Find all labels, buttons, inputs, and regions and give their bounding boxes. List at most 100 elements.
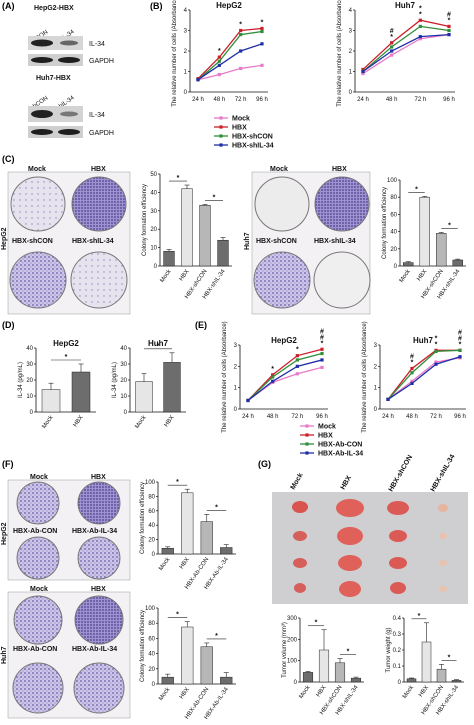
series-line: [247, 352, 323, 401]
legend-marker: [219, 116, 223, 120]
y-tick-label: 60: [148, 636, 155, 642]
y-tick-label: 0: [152, 552, 156, 558]
data-point: [295, 364, 299, 368]
significance-mark: #: [458, 329, 462, 336]
chart-title: Huh7: [413, 336, 434, 345]
y-axis-label: The relative number of cells (Absorbance…: [222, 321, 228, 432]
series-line: [387, 356, 461, 400]
well-label-c8: HBX-shIL-34: [314, 238, 356, 245]
western-blot-hepg2: HepG2-HBX shCON shIL-34 IL-34 GAPDH: [28, 5, 114, 66]
significance-mark: #: [410, 353, 414, 360]
chart-d-hepg2: 0 10 20 30 40 IL-34 (pg/mL) HepG2 Mock HBX *: [18, 339, 96, 430]
bar: [451, 680, 462, 683]
data-point: [217, 63, 221, 67]
x-tick-label: HBX: [179, 687, 191, 701]
tumor-mock-1: [292, 501, 308, 513]
series-line: [362, 33, 450, 75]
x-tick-label: 48 h: [267, 414, 279, 420]
x-tick-label: 72 h: [430, 414, 442, 420]
bar: [406, 678, 417, 683]
x-tick-label: HBX: [73, 415, 85, 429]
x-tick-label: 96 h: [443, 97, 455, 103]
colony-wells-f-huh7: Mock HBX HBX-Ab-CON HBX-Ab-IL-34 Huh7: [1, 586, 131, 719]
well-label-f7: HBX-Ab-CON: [13, 646, 57, 653]
tumor-shcon-3: [389, 557, 407, 569]
data-point: [260, 26, 264, 31]
x-tick-label: 24 h: [192, 97, 204, 103]
data-point: [434, 349, 438, 353]
legend-label: HBX-shIL-34: [232, 143, 274, 150]
tumor-mock-2: [293, 531, 307, 541]
bar: [200, 521, 213, 555]
blot2-strip-gapdh: [28, 126, 83, 138]
data-point: [418, 35, 422, 39]
y-tick-label: 0: [154, 264, 158, 270]
y-axis-label: The relative number of cells (Absorbance…: [362, 321, 368, 432]
y-tick-label: 80: [148, 494, 155, 500]
well-label-f2: HBX: [91, 474, 106, 481]
significance-mark: #: [447, 11, 451, 18]
legend-label: HBX-Ab-IL-34: [318, 451, 363, 458]
bar: [199, 205, 211, 267]
tumor-shcon-1: [387, 501, 409, 515]
data-point: [260, 29, 264, 34]
data-point: [418, 37, 422, 41]
series-line: [197, 30, 263, 81]
well-label-f6: HBX: [91, 586, 106, 593]
x-tick-label: 48 h: [406, 414, 418, 420]
bar: [318, 649, 330, 683]
data-point: [239, 49, 243, 53]
tumor-shcon-2: [389, 530, 407, 542]
series-line: [247, 366, 323, 401]
y-tick-label: 20: [148, 538, 155, 544]
data-point: [410, 366, 414, 371]
band2-gapdh-shcon: [31, 129, 53, 135]
data-point: [386, 397, 390, 401]
panel-label-d: (D): [2, 320, 15, 330]
well-label-c6: HBX: [332, 166, 347, 173]
data-point: [418, 18, 422, 22]
data-point: [458, 355, 462, 359]
side-label-c-hepg2: HepG2: [1, 227, 8, 250]
series-line: [362, 25, 450, 72]
bar: [419, 196, 430, 267]
well-f-mock: [16, 481, 60, 525]
well-c-shcon: [9, 251, 67, 309]
side-label-c-huh7: Huh7: [244, 232, 251, 250]
data-point: [239, 28, 243, 33]
data-point: [295, 354, 299, 358]
y-tick-label: 0: [349, 90, 353, 96]
bar: [302, 672, 314, 683]
x-tick-label: HBX: [418, 685, 430, 699]
y-tick-label: 40: [148, 523, 155, 529]
x-tick-label: HBX: [416, 269, 428, 283]
data-point: [361, 71, 365, 76]
well-c-huh7-shcon: [253, 251, 311, 309]
tumor-photo: Mock HBX HBX-shCON HBX-shIL-34: [272, 453, 468, 604]
chart-e-hepg2: 0 1 2 3 The relative number of cells (Absorb…: [222, 321, 328, 433]
x-tick-label: Mock: [402, 684, 416, 700]
data-point: [458, 348, 462, 352]
x-tick-label: Mock: [158, 686, 172, 702]
y-tick-label: 100: [145, 606, 156, 612]
y-tick-label: 3: [184, 29, 188, 35]
data-point: [390, 45, 394, 49]
tumor-group-shcon: HBX-shCON: [388, 454, 414, 493]
x-tick-label: 96 h: [454, 414, 466, 420]
data-point: [196, 78, 200, 82]
legend-label: HBX-shCON: [232, 134, 273, 141]
significance-mark: *: [390, 34, 393, 41]
y-tick-label: 0: [124, 410, 128, 416]
side-label-f-hepg2: HepG2: [1, 522, 8, 545]
y-tick-label: 0.4: [393, 616, 402, 622]
tumor-hbx-3: [338, 555, 362, 571]
significance-mark: *: [215, 633, 218, 640]
bar: [334, 662, 346, 683]
significance-mark: #: [390, 28, 394, 35]
data-point: [320, 358, 324, 362]
well-label-c1: Mock: [28, 166, 46, 173]
chart-title: HepG2: [53, 339, 79, 348]
y-axis-label: Tumor weight (g): [386, 627, 392, 672]
well-f-hbx: [77, 481, 121, 525]
